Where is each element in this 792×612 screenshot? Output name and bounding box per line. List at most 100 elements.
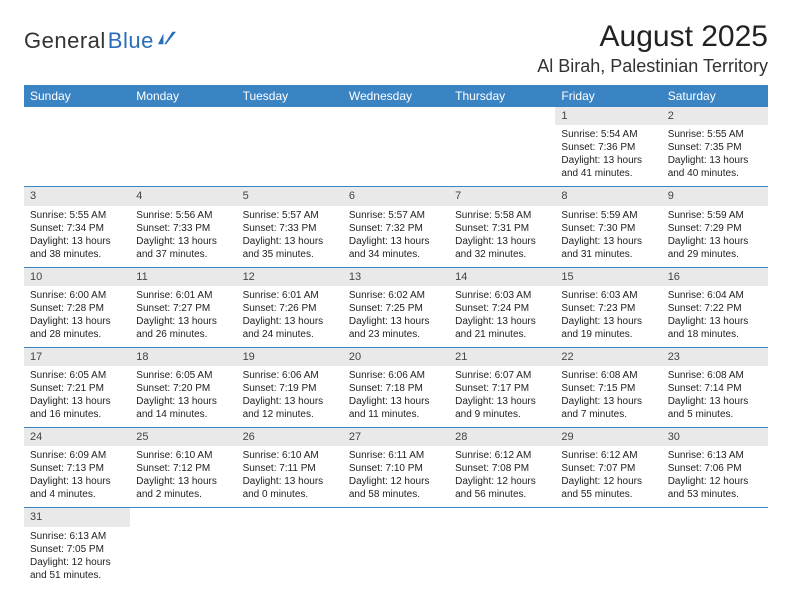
calendar-cell: 30Sunrise: 6:13 AMSunset: 7:06 PMDayligh… [662, 428, 768, 508]
sunset-text: Sunset: 7:06 PM [668, 462, 762, 475]
day-number: 16 [662, 268, 768, 286]
sunset-text: Sunset: 7:36 PM [561, 141, 655, 154]
day-number: 28 [449, 428, 555, 446]
calendar-cell: 6Sunrise: 5:57 AMSunset: 7:32 PMDaylight… [343, 187, 449, 267]
sunset-text: Sunset: 7:27 PM [136, 302, 230, 315]
sunset-text: Sunset: 7:22 PM [668, 302, 762, 315]
sunset-text: Sunset: 7:07 PM [561, 462, 655, 475]
daylight-text: Daylight: 13 hours and 19 minutes. [561, 315, 655, 341]
sunset-text: Sunset: 7:35 PM [668, 141, 762, 154]
calendar-cell: 26Sunrise: 6:10 AMSunset: 7:11 PMDayligh… [237, 428, 343, 508]
sunrise-text: Sunrise: 6:10 AM [136, 449, 230, 462]
day-number: 13 [343, 268, 449, 286]
day-header: Friday [555, 85, 661, 107]
daylight-text: Daylight: 13 hours and 41 minutes. [561, 154, 655, 180]
header: General Blue August 2025 Al Birah, Pales… [24, 20, 768, 77]
daylight-text: Daylight: 13 hours and 34 minutes. [349, 235, 443, 261]
calendar-cell: 2Sunrise: 5:55 AMSunset: 7:35 PMDaylight… [662, 107, 768, 187]
sunrise-text: Sunrise: 6:06 AM [349, 369, 443, 382]
calendar-cell: 23Sunrise: 6:08 AMSunset: 7:14 PMDayligh… [662, 347, 768, 427]
sunset-text: Sunset: 7:12 PM [136, 462, 230, 475]
sunrise-text: Sunrise: 5:57 AM [243, 209, 337, 222]
sunset-text: Sunset: 7:19 PM [243, 382, 337, 395]
calendar-week: 3Sunrise: 5:55 AMSunset: 7:34 PMDaylight… [24, 187, 768, 267]
sunrise-text: Sunrise: 6:00 AM [30, 289, 124, 302]
sunset-text: Sunset: 7:29 PM [668, 222, 762, 235]
day-number: 15 [555, 268, 661, 286]
day-number: 29 [555, 428, 661, 446]
daylight-text: Daylight: 13 hours and 35 minutes. [243, 235, 337, 261]
calendar-cell: 29Sunrise: 6:12 AMSunset: 7:07 PMDayligh… [555, 428, 661, 508]
sunset-text: Sunset: 7:11 PM [243, 462, 337, 475]
sunrise-text: Sunrise: 6:11 AM [349, 449, 443, 462]
daylight-text: Daylight: 13 hours and 14 minutes. [136, 395, 230, 421]
sunrise-text: Sunrise: 6:13 AM [30, 530, 124, 543]
day-number: 1 [555, 107, 661, 125]
day-number: 18 [130, 348, 236, 366]
calendar-cell [555, 508, 661, 588]
daylight-text: Daylight: 13 hours and 31 minutes. [561, 235, 655, 261]
sunrise-text: Sunrise: 6:04 AM [668, 289, 762, 302]
calendar-cell: 22Sunrise: 6:08 AMSunset: 7:15 PMDayligh… [555, 347, 661, 427]
calendar-cell: 20Sunrise: 6:06 AMSunset: 7:18 PMDayligh… [343, 347, 449, 427]
calendar-cell: 4Sunrise: 5:56 AMSunset: 7:33 PMDaylight… [130, 187, 236, 267]
sunset-text: Sunset: 7:28 PM [30, 302, 124, 315]
sunrise-text: Sunrise: 5:55 AM [30, 209, 124, 222]
calendar-cell [449, 107, 555, 187]
daylight-text: Daylight: 13 hours and 26 minutes. [136, 315, 230, 341]
calendar-cell [662, 508, 768, 588]
sunrise-text: Sunrise: 6:08 AM [668, 369, 762, 382]
calendar-cell: 5Sunrise: 5:57 AMSunset: 7:33 PMDaylight… [237, 187, 343, 267]
daylight-text: Daylight: 13 hours and 37 minutes. [136, 235, 230, 261]
sunset-text: Sunset: 7:30 PM [561, 222, 655, 235]
day-number: 14 [449, 268, 555, 286]
daylight-text: Daylight: 13 hours and 2 minutes. [136, 475, 230, 501]
daylight-text: Daylight: 13 hours and 29 minutes. [668, 235, 762, 261]
day-number: 2 [662, 107, 768, 125]
calendar-cell: 18Sunrise: 6:05 AMSunset: 7:20 PMDayligh… [130, 347, 236, 427]
day-number: 7 [449, 187, 555, 205]
day-number: 24 [24, 428, 130, 446]
day-number: 21 [449, 348, 555, 366]
daylight-text: Daylight: 13 hours and 38 minutes. [30, 235, 124, 261]
logo: General Blue [24, 20, 176, 54]
calendar-week: 24Sunrise: 6:09 AMSunset: 7:13 PMDayligh… [24, 428, 768, 508]
sunrise-text: Sunrise: 6:12 AM [561, 449, 655, 462]
sunset-text: Sunset: 7:33 PM [136, 222, 230, 235]
daylight-text: Daylight: 13 hours and 28 minutes. [30, 315, 124, 341]
sunset-text: Sunset: 7:18 PM [349, 382, 443, 395]
calendar-cell: 1Sunrise: 5:54 AMSunset: 7:36 PMDaylight… [555, 107, 661, 187]
daylight-text: Daylight: 13 hours and 16 minutes. [30, 395, 124, 421]
sunset-text: Sunset: 7:26 PM [243, 302, 337, 315]
calendar-cell: 25Sunrise: 6:10 AMSunset: 7:12 PMDayligh… [130, 428, 236, 508]
sunset-text: Sunset: 7:25 PM [349, 302, 443, 315]
calendar-cell [343, 107, 449, 187]
daylight-text: Daylight: 13 hours and 12 minutes. [243, 395, 337, 421]
sunrise-text: Sunrise: 6:02 AM [349, 289, 443, 302]
day-number: 12 [237, 268, 343, 286]
sunset-text: Sunset: 7:13 PM [30, 462, 124, 475]
calendar-cell: 17Sunrise: 6:05 AMSunset: 7:21 PMDayligh… [24, 347, 130, 427]
day-number: 20 [343, 348, 449, 366]
sunrise-text: Sunrise: 6:01 AM [243, 289, 337, 302]
sunset-text: Sunset: 7:14 PM [668, 382, 762, 395]
sunset-text: Sunset: 7:17 PM [455, 382, 549, 395]
calendar-cell: 19Sunrise: 6:06 AMSunset: 7:19 PMDayligh… [237, 347, 343, 427]
day-header: Saturday [662, 85, 768, 107]
daylight-text: Daylight: 13 hours and 5 minutes. [668, 395, 762, 421]
sunrise-text: Sunrise: 5:56 AM [136, 209, 230, 222]
sunset-text: Sunset: 7:10 PM [349, 462, 443, 475]
flag-icon [158, 31, 176, 45]
day-number: 10 [24, 268, 130, 286]
day-number: 22 [555, 348, 661, 366]
daylight-text: Daylight: 13 hours and 0 minutes. [243, 475, 337, 501]
logo-text-blue: Blue [108, 28, 154, 54]
day-header: Wednesday [343, 85, 449, 107]
day-header: Monday [130, 85, 236, 107]
sunrise-text: Sunrise: 6:05 AM [30, 369, 124, 382]
daylight-text: Daylight: 12 hours and 56 minutes. [455, 475, 549, 501]
daylight-text: Daylight: 12 hours and 51 minutes. [30, 556, 124, 582]
day-header: Tuesday [237, 85, 343, 107]
calendar-cell: 16Sunrise: 6:04 AMSunset: 7:22 PMDayligh… [662, 267, 768, 347]
sunrise-text: Sunrise: 6:07 AM [455, 369, 549, 382]
